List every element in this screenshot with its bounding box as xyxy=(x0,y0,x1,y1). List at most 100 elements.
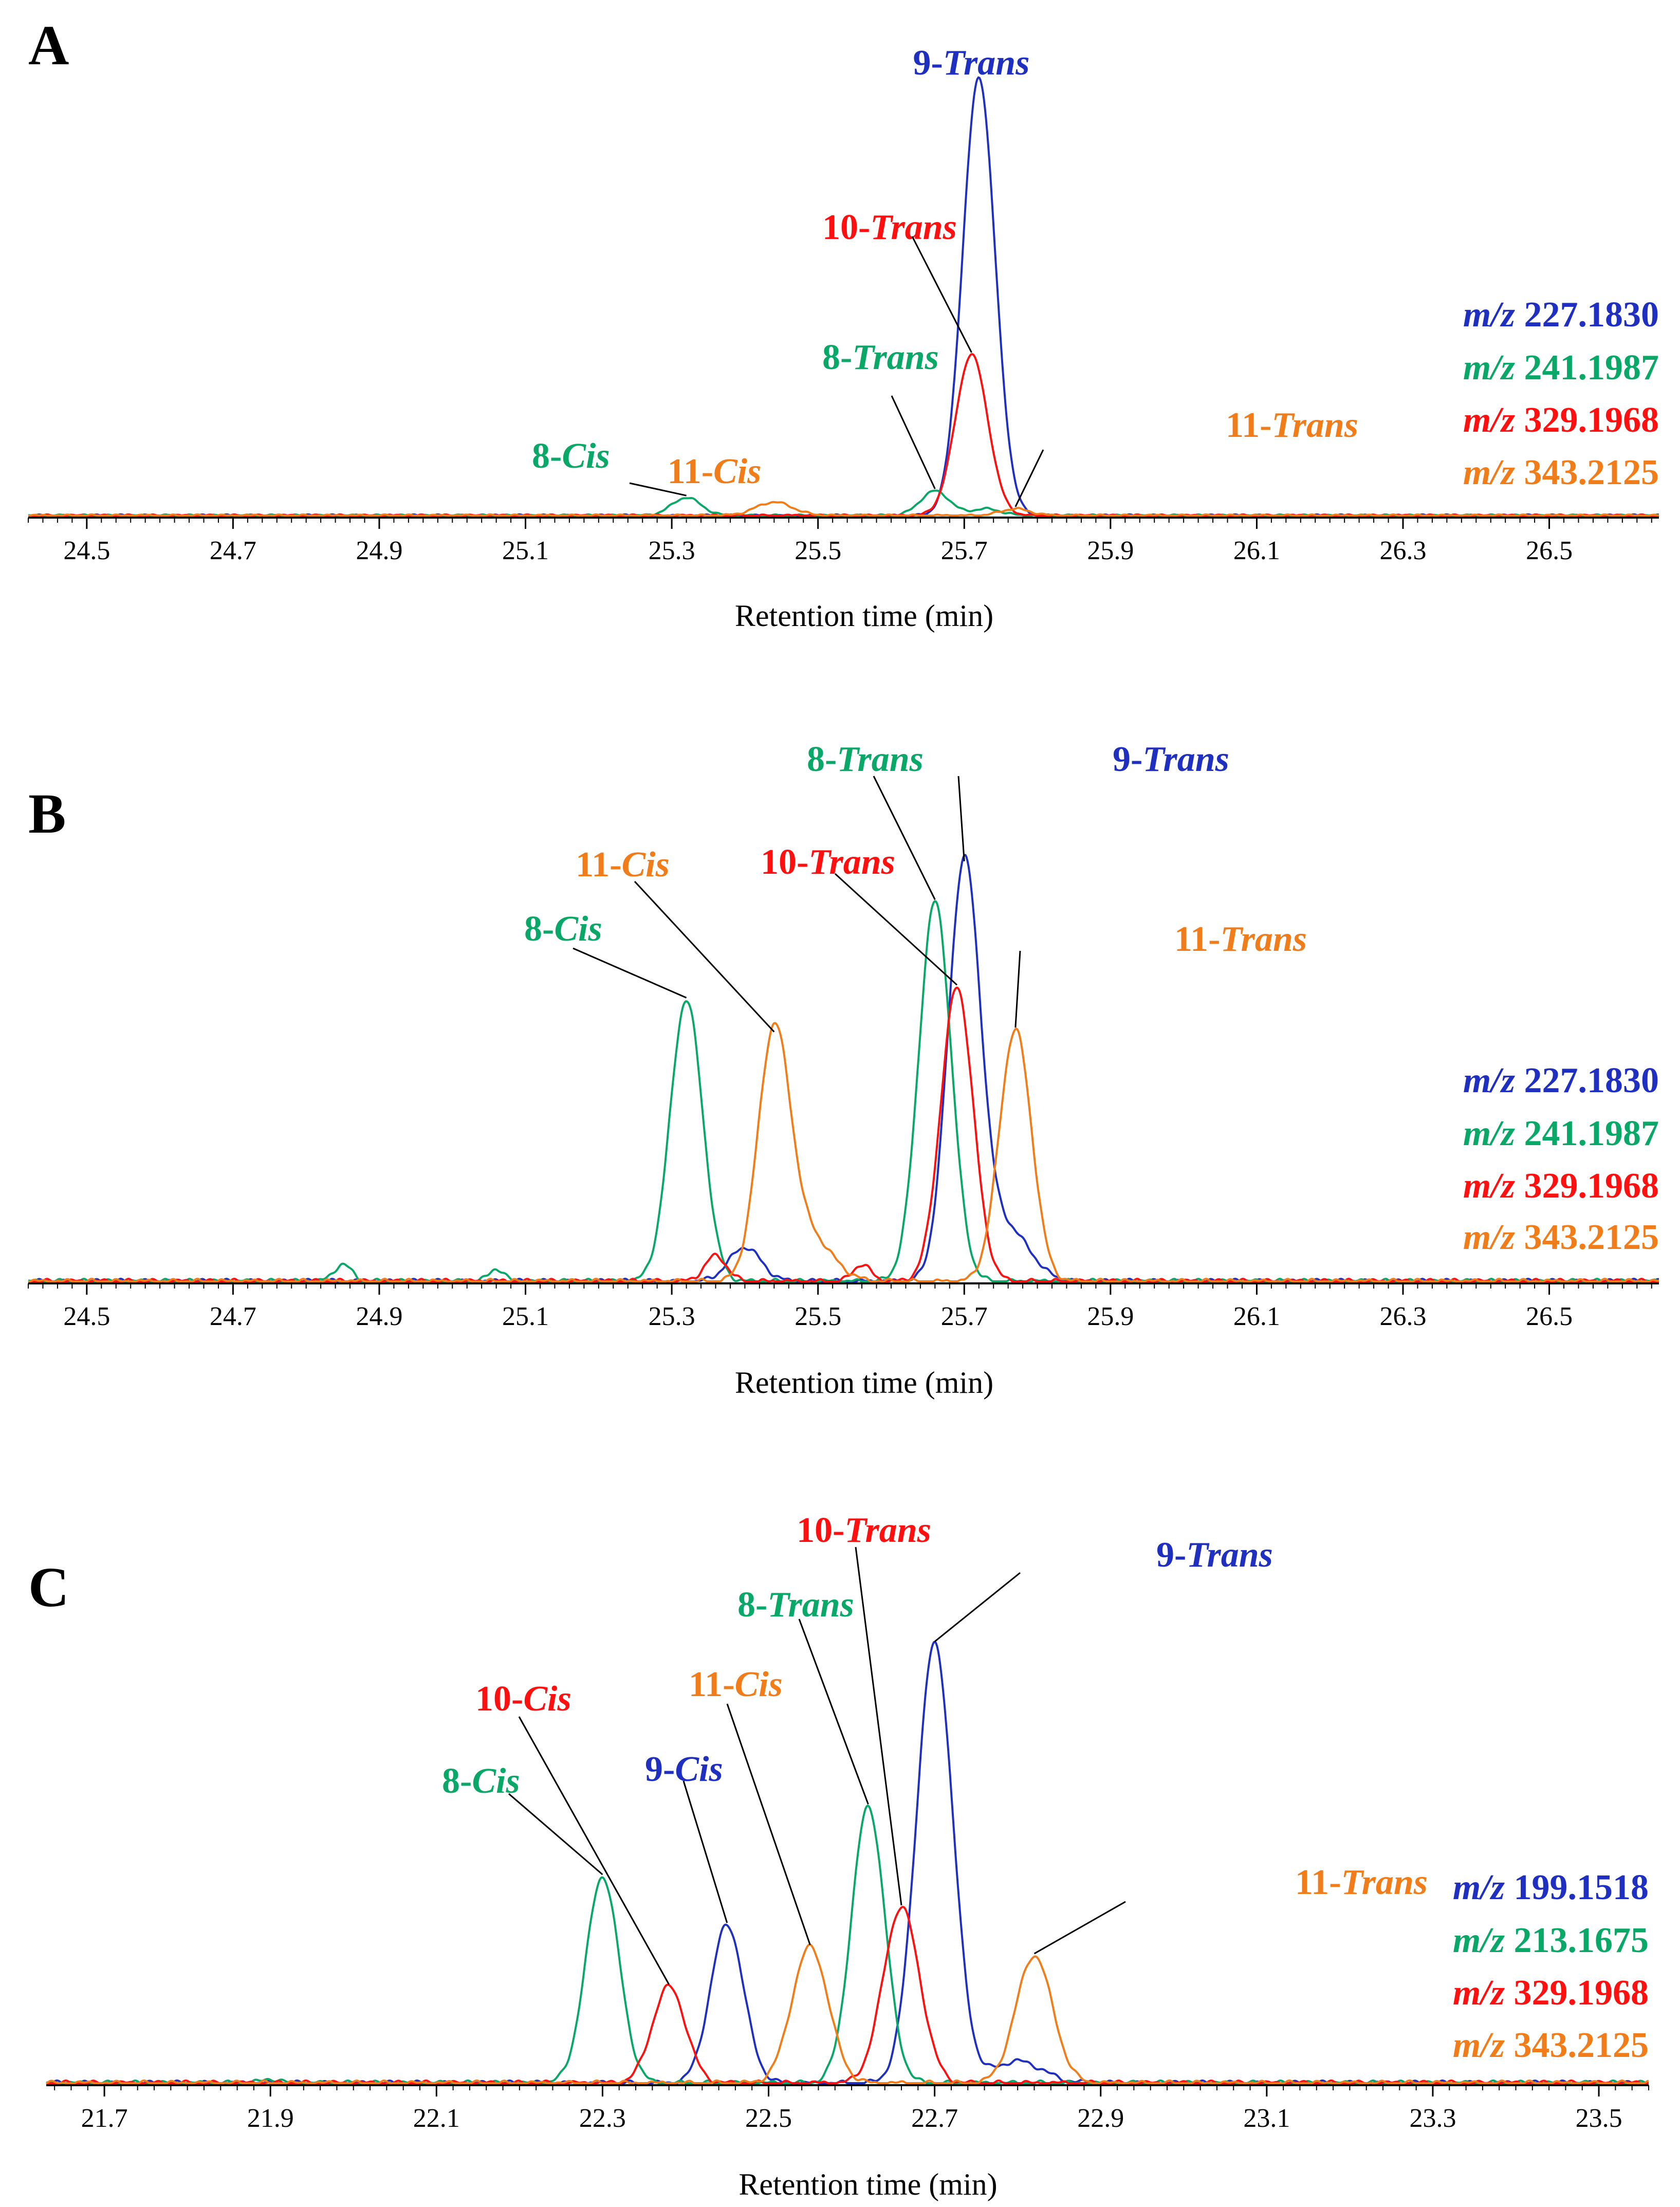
legend-item: m/z 199.1518 xyxy=(1453,1868,1649,1907)
peak-label: 11-Trans xyxy=(1226,406,1358,445)
x-axis-title: Retention time (min) xyxy=(735,599,993,633)
trace-red xyxy=(28,986,1659,1282)
peak-label: 8-Cis xyxy=(532,436,610,476)
peak-label: 10-Cis xyxy=(475,1679,571,1719)
x-tick-label: 22.1 xyxy=(413,2104,460,2133)
peak-label: 11-Trans xyxy=(1295,1863,1428,1902)
chart-panel-a: A 24.5 24.7 24.9 25.1 25.3 25.5 25.7 25.9 26.1 26.… xyxy=(28,14,1659,633)
x-tick-label: 25.3 xyxy=(649,1302,695,1331)
x-tick-label: 23.3 xyxy=(1409,2104,1456,2133)
peak-label: 11-Cis xyxy=(689,1665,783,1704)
x-tick-label: 26.3 xyxy=(1379,1302,1426,1331)
x-tick-label: 26.3 xyxy=(1379,536,1426,565)
peak-label: 8-Cis xyxy=(524,909,602,949)
peak-label: 8-Trans xyxy=(822,338,939,377)
x-tick-label: 22.9 xyxy=(1077,2104,1124,2133)
chart-panel-c: C 21.7 21.9 22.1 22.3 22.5 22.7 22.9 23.1 23.3 23.… xyxy=(28,1511,1649,2201)
legend-item: m/z 241.1987 xyxy=(1463,1114,1659,1153)
x-tick-label: 26.1 xyxy=(1233,1302,1280,1331)
x-tick-label: 22.3 xyxy=(579,2104,626,2133)
leader-line xyxy=(798,1619,869,1805)
legend-item: m/z 329.1968 xyxy=(1463,1166,1659,1206)
trace-green xyxy=(28,489,1659,517)
peak-label: 9-Cis xyxy=(645,1750,723,1789)
trace-orange xyxy=(28,501,1659,517)
peak-label: 10-Trans xyxy=(822,208,957,247)
x-tick-label: 25.7 xyxy=(941,536,988,565)
leader-line xyxy=(629,482,687,496)
x-tick-label: 24.5 xyxy=(63,1302,110,1331)
trace-blue xyxy=(28,76,1659,517)
leader-line xyxy=(682,1780,728,1923)
x-tick-label: 21.9 xyxy=(247,2104,294,2133)
x-tick-label: 25.9 xyxy=(1087,536,1134,565)
peak-label: 8-Cis xyxy=(442,1761,520,1801)
leader-line xyxy=(834,873,958,986)
legend-item: m/z 343.2125 xyxy=(1463,453,1659,492)
x-tick-label: 25.3 xyxy=(649,536,695,565)
trace-blue xyxy=(28,854,1659,1282)
panel-letter: C xyxy=(28,1556,69,1619)
peak-label: 11-Cis xyxy=(576,845,670,885)
trace-red xyxy=(46,1906,1649,2084)
x-tick-label: 26.5 xyxy=(1526,1302,1573,1331)
legend-item: m/z 343.2125 xyxy=(1453,2026,1649,2065)
x-tick-label: 23.1 xyxy=(1243,2104,1290,2133)
leader-line xyxy=(726,1703,811,1945)
peak-label: 9-Trans xyxy=(913,43,1030,83)
leader-line xyxy=(891,395,936,489)
leader-line xyxy=(957,776,965,861)
x-tick-label: 22.7 xyxy=(911,2104,958,2133)
x-tick-label: 25.5 xyxy=(795,536,841,565)
peak-label: 11-Cis xyxy=(668,452,762,491)
panel-letter: A xyxy=(28,14,69,77)
leader-line xyxy=(1014,950,1021,1028)
legend-item: m/z 241.1987 xyxy=(1463,348,1659,388)
legend-item: m/z 227.1830 xyxy=(1463,295,1659,335)
leader-line xyxy=(518,1716,670,1985)
peak-label: 9-Trans xyxy=(1156,1535,1273,1575)
x-tick-label: 25.9 xyxy=(1087,1302,1134,1331)
chart-panel-b: B 24.5 24.7 24.9 25.1 25.3 25.5 25.7 25.9 26.1 26.… xyxy=(28,740,1659,1400)
x-tick-label: 23.5 xyxy=(1576,2104,1622,2133)
x-tick-label: 22.5 xyxy=(745,2104,792,2133)
leader-line xyxy=(934,1572,1021,1643)
leader-line xyxy=(873,776,936,900)
legend-item: m/z 227.1830 xyxy=(1463,1061,1659,1100)
legend-item: m/z 343.2125 xyxy=(1463,1218,1659,1257)
x-tick-label: 24.9 xyxy=(356,536,402,565)
x-tick-label: 26.5 xyxy=(1526,536,1573,565)
x-tick-label: 25.5 xyxy=(795,1302,841,1331)
trace-red xyxy=(28,353,1659,517)
x-tick-label: 26.1 xyxy=(1233,536,1280,565)
x-tick-label: 24.7 xyxy=(210,536,256,565)
leader-line xyxy=(634,880,775,1033)
leader-line xyxy=(573,947,687,999)
peak-label: 8-Trans xyxy=(807,740,924,779)
trace-orange xyxy=(28,1022,1659,1282)
x-axis-title: Retention time (min) xyxy=(739,2167,997,2201)
x-tick-label: 24.7 xyxy=(210,1302,256,1331)
peak-label: 11-Trans xyxy=(1174,919,1307,959)
trace-green xyxy=(46,1805,1649,2084)
trace-green xyxy=(28,900,1659,1282)
leader-line xyxy=(508,1793,603,1875)
x-tick-label: 24.5 xyxy=(63,536,110,565)
trace-orange xyxy=(46,1943,1649,2084)
leader-line xyxy=(855,1547,902,1906)
x-tick-label: 21.7 xyxy=(81,2104,128,2133)
legend-item: m/z 213.1675 xyxy=(1453,1921,1649,1960)
leader-line xyxy=(911,236,972,353)
x-axis-title: Retention time (min) xyxy=(735,1366,993,1400)
x-tick-label: 25.1 xyxy=(502,536,549,565)
peak-label: 10-Trans xyxy=(797,1511,931,1550)
x-tick-label: 24.9 xyxy=(356,1302,402,1331)
leader-line xyxy=(1033,1901,1126,1955)
x-tick-label: 25.1 xyxy=(502,1302,549,1331)
panel-letter: B xyxy=(28,782,66,845)
peak-label: 8-Trans xyxy=(737,1585,854,1625)
x-tick-label: 25.7 xyxy=(941,1302,988,1331)
peak-label: 10-Trans xyxy=(761,842,895,882)
legend-item: m/z 329.1968 xyxy=(1453,1973,1649,2013)
